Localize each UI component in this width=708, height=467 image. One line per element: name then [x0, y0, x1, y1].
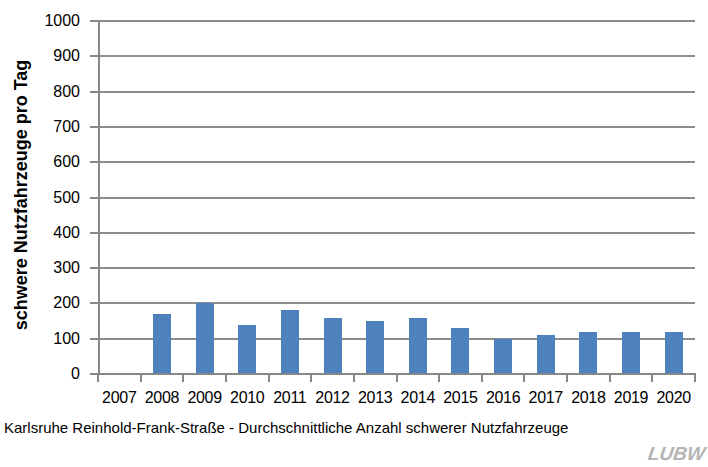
x-axis-tick [438, 375, 440, 382]
bar [409, 318, 427, 374]
y-axis-tick-label: 300 [0, 259, 80, 277]
x-axis-tick [609, 375, 611, 382]
x-axis-tick [225, 375, 227, 382]
bar [451, 328, 469, 374]
x-axis-tick-label: 2015 [439, 389, 482, 407]
x-axis-tick [396, 375, 398, 382]
bar [665, 332, 683, 374]
y-axis-tick-label: 1000 [0, 12, 80, 30]
gridline [98, 55, 695, 57]
bar [622, 332, 640, 374]
y-axis-tick-label: 100 [0, 330, 80, 348]
gridline [98, 338, 695, 340]
x-axis-tick [353, 375, 355, 382]
x-axis-tick [694, 375, 696, 382]
x-axis-tick-label: 2014 [397, 389, 440, 407]
x-axis-tick-label: 2012 [311, 389, 354, 407]
bar [366, 321, 384, 374]
bar [324, 318, 342, 374]
y-axis-tick [90, 91, 98, 93]
x-axis-tick [523, 375, 525, 382]
bar [579, 332, 597, 374]
chart-container: schwere Nutzfahrzeuge pro Tag 0100200300… [0, 0, 708, 467]
y-axis-tick [90, 20, 98, 22]
y-axis-tick-label: 200 [0, 294, 80, 312]
y-axis-tick [90, 126, 98, 128]
x-axis-tick-label: 2007 [98, 389, 141, 407]
x-axis-tick [182, 375, 184, 382]
x-axis-tick-label: 2011 [269, 389, 312, 407]
x-axis-tick-label: 2018 [567, 389, 610, 407]
gridline [98, 232, 695, 234]
y-axis-tick-label: 600 [0, 153, 80, 171]
gridline [98, 20, 695, 22]
x-axis-tick-label: 2016 [482, 389, 525, 407]
gridline [98, 197, 695, 199]
gridline [98, 161, 695, 163]
y-axis-tick [90, 197, 98, 199]
x-axis-tick [566, 375, 568, 382]
y-axis-tick-label: 400 [0, 224, 80, 242]
gridline [98, 91, 695, 93]
y-axis-tick [90, 232, 98, 234]
y-axis-tick-label: 700 [0, 118, 80, 136]
x-axis-tick-label: 2020 [652, 389, 695, 407]
x-axis-tick-label: 2010 [226, 389, 269, 407]
y-axis-tick-label: 500 [0, 189, 80, 207]
y-axis-tick [90, 338, 98, 340]
plot-area [98, 21, 695, 374]
y-axis-tick [90, 161, 98, 163]
x-axis-tick-label: 2008 [141, 389, 184, 407]
y-axis-tick-label: 0 [0, 365, 80, 383]
bar [281, 310, 299, 374]
x-axis-tick [97, 375, 99, 382]
y-axis-tick [90, 302, 98, 304]
x-axis-tick-label: 2009 [183, 389, 226, 407]
gridline [98, 126, 695, 128]
bar [537, 335, 555, 374]
x-axis-tick [268, 375, 270, 382]
x-axis-tick [481, 375, 483, 382]
x-axis-tick-label: 2013 [354, 389, 397, 407]
bar [153, 314, 171, 374]
y-axis-line [98, 21, 100, 374]
x-axis-tick-label: 2017 [524, 389, 567, 407]
bar [494, 339, 512, 374]
gridline [98, 267, 695, 269]
x-axis-tick [140, 375, 142, 382]
x-axis-tick [310, 375, 312, 382]
y-axis-tick [90, 267, 98, 269]
y-axis-tick-label: 900 [0, 47, 80, 65]
chart-caption: Karlsruhe Reinhold-Frank-Straße - Durchs… [4, 419, 568, 436]
lubw-logo: LUBW [646, 443, 706, 465]
y-axis-tick [90, 55, 98, 57]
x-axis-tick-label: 2019 [610, 389, 653, 407]
bar [238, 325, 256, 374]
bar [196, 303, 214, 374]
gridline [98, 302, 695, 304]
x-axis-tick [651, 375, 653, 382]
y-axis-tick-label: 800 [0, 83, 80, 101]
